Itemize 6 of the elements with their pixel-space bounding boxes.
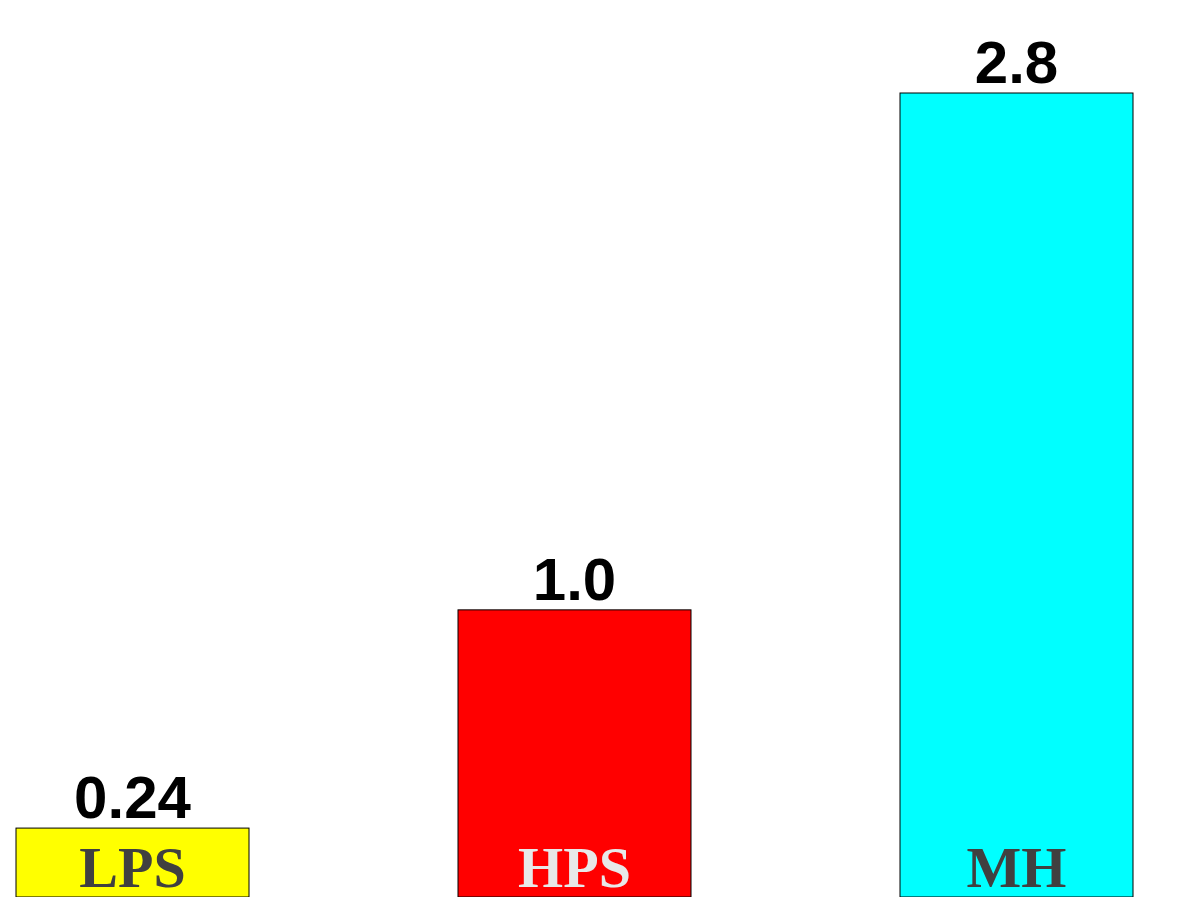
data-label: 0.24 <box>74 764 192 832</box>
x-tick-label: LPS <box>79 835 186 897</box>
x-tick-label: HPS <box>518 835 631 897</box>
x-tick-label: MH <box>966 835 1067 897</box>
data-label: 1.0 <box>532 545 617 613</box>
data-label: 2.8 <box>974 29 1059 96</box>
